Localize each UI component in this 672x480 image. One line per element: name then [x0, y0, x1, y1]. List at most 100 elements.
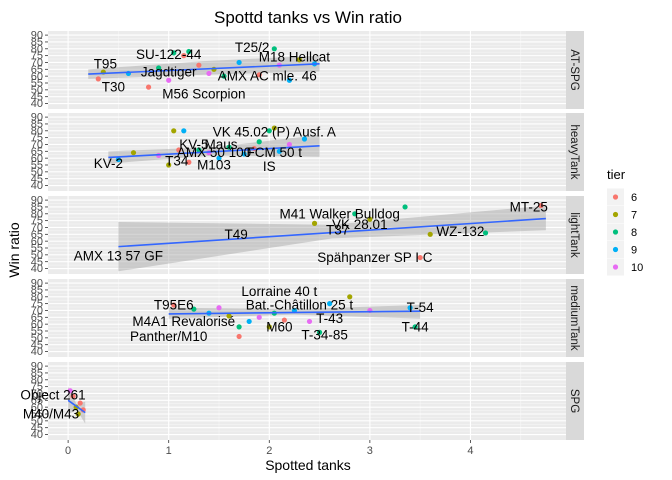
- data-point: [186, 48, 192, 55]
- y-tick-label: 80: [31, 374, 43, 386]
- y-tick-label: 70: [31, 305, 43, 317]
- trend-line: [67, 399, 86, 414]
- point-label: Object 261: [20, 387, 85, 402]
- trend-line: [168, 310, 421, 315]
- y-tick-label: 60: [31, 402, 43, 414]
- y-tick-label: 40: [31, 180, 43, 192]
- y-tick-label: 65: [31, 229, 43, 241]
- legend-key: [612, 194, 619, 200]
- data-point: [367, 216, 373, 222]
- data-point: [306, 318, 313, 325]
- data-point: [166, 77, 172, 83]
- point-label: WZ-132: [436, 224, 484, 239]
- legend-key: [612, 246, 619, 253]
- data-point: [181, 128, 187, 134]
- data-point: [246, 318, 252, 325]
- data-point: [216, 305, 222, 311]
- data-point: [286, 141, 292, 148]
- data-point: [296, 57, 303, 63]
- point-label: Spähpanzer SP I C: [317, 250, 433, 265]
- y-tick-label: 80: [31, 208, 43, 220]
- confidence-band: [118, 205, 546, 272]
- y-tick-label: 65: [31, 312, 43, 324]
- data-point: [412, 324, 418, 330]
- y-tick-label: 70: [31, 57, 43, 69]
- y-tick-label: 70: [31, 222, 43, 234]
- y-tick-label: 45: [31, 173, 43, 185]
- data-point: [130, 150, 137, 156]
- y-tick-label: 55: [31, 409, 43, 421]
- y-tick-label: 85: [31, 368, 43, 380]
- y-tick-label: 90: [31, 361, 43, 373]
- x-tick-label: 1: [166, 445, 172, 457]
- data-point: [156, 65, 162, 71]
- data-point: [206, 70, 212, 77]
- point-label: M56 Scorpion: [162, 86, 245, 101]
- point-label: VK 45.02 (P) Ausf. A: [213, 125, 336, 140]
- point-label: AMX 50 100: [177, 145, 251, 160]
- legend-key: [612, 229, 619, 235]
- point-label: Bat.-Châtillon 25 t: [246, 298, 354, 313]
- data-point: [196, 147, 202, 153]
- y-tick-label: 50: [31, 249, 43, 261]
- y-tick-label: 75: [31, 381, 43, 393]
- legend-key: [612, 264, 619, 270]
- point-label: KV-2: [94, 156, 123, 171]
- data-point: [171, 50, 177, 56]
- data-point: [226, 313, 232, 319]
- y-tick-label: 50: [31, 415, 43, 427]
- trend-line: [118, 217, 546, 248]
- data-point: [417, 254, 423, 261]
- facet-strip-label: lightTank: [568, 212, 580, 258]
- y-tick-label: 65: [31, 395, 43, 407]
- point-label: SU-122-44: [136, 47, 202, 62]
- y-tick-label: 55: [31, 326, 43, 338]
- data-point: [407, 305, 413, 311]
- panel-background: [48, 31, 566, 109]
- panel-background: [48, 279, 566, 357]
- point-label: MT-25: [510, 199, 548, 214]
- data-point: [276, 148, 282, 154]
- point-label: Maus: [204, 137, 237, 152]
- point-label: T-44: [402, 319, 430, 334]
- legend-title: tier: [607, 167, 626, 182]
- data-point: [191, 306, 197, 312]
- y-tick-label: 65: [31, 64, 43, 76]
- point-label: Lorraine 40 t: [241, 284, 317, 299]
- legend-label: 7: [631, 210, 637, 222]
- data-point: [226, 144, 232, 150]
- y-tick-label: 90: [31, 112, 43, 124]
- data-point: [115, 156, 122, 163]
- data-point: [166, 162, 172, 168]
- data-point: [266, 324, 272, 330]
- data-point: [171, 128, 177, 134]
- y-tick-label: 90: [31, 278, 43, 290]
- data-point: [241, 151, 247, 157]
- trend-line: [108, 145, 320, 159]
- point-label: T30: [102, 80, 125, 95]
- y-tick-label: 90: [31, 195, 43, 207]
- chart-title: Spottd tanks vs Win ratio: [214, 8, 402, 27]
- data-point: [352, 211, 358, 217]
- x-axis-title: Spotted tanks: [265, 457, 351, 473]
- y-tick-label: 75: [31, 298, 43, 310]
- data-point: [145, 84, 152, 90]
- data-point: [95, 76, 101, 82]
- point-label: T34: [165, 153, 189, 168]
- point-label: KV-5: [179, 137, 208, 152]
- y-tick-label: 80: [31, 43, 43, 55]
- point-label: M4A1 Revalorisé: [132, 314, 235, 329]
- y-tick-label: 40: [31, 429, 43, 441]
- y-tick-label: 45: [31, 91, 43, 103]
- point-label: T95: [94, 56, 117, 71]
- data-point: [171, 302, 177, 308]
- data-point: [271, 46, 277, 52]
- point-label: T-34-85: [301, 328, 348, 343]
- point-label: Panther/M10: [130, 329, 207, 344]
- y-tick-label: 85: [31, 285, 43, 297]
- data-point: [327, 301, 333, 307]
